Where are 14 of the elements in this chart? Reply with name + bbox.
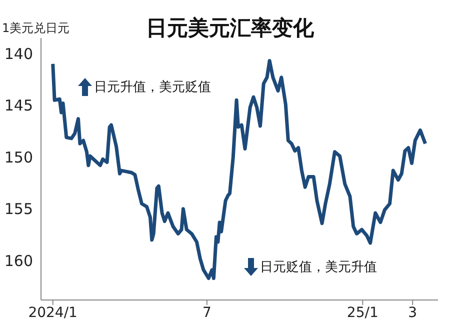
y-tick-label: 150 [4, 148, 33, 166]
y-axis-title: 1美元兑日元 [2, 20, 70, 37]
annotation: 日元贬值，美元升值 [260, 259, 377, 276]
y-tick-label: 155 [4, 200, 33, 218]
x-tick-label: 7 [202, 304, 212, 321]
x-tick-label: 3 [408, 304, 418, 321]
chart-title: 日元美元汇率变化 [145, 15, 315, 42]
y-tick-label: 145 [4, 96, 33, 115]
y-tick-label: 140 [4, 44, 33, 63]
y-tick-label: 160 [4, 252, 33, 270]
annotation: 日元升值，美元贬值 [94, 79, 211, 96]
x-tick-label: 2024/1 [28, 304, 78, 321]
line-series [51, 59, 428, 280]
x-tick-label: 25/1 [346, 304, 378, 321]
